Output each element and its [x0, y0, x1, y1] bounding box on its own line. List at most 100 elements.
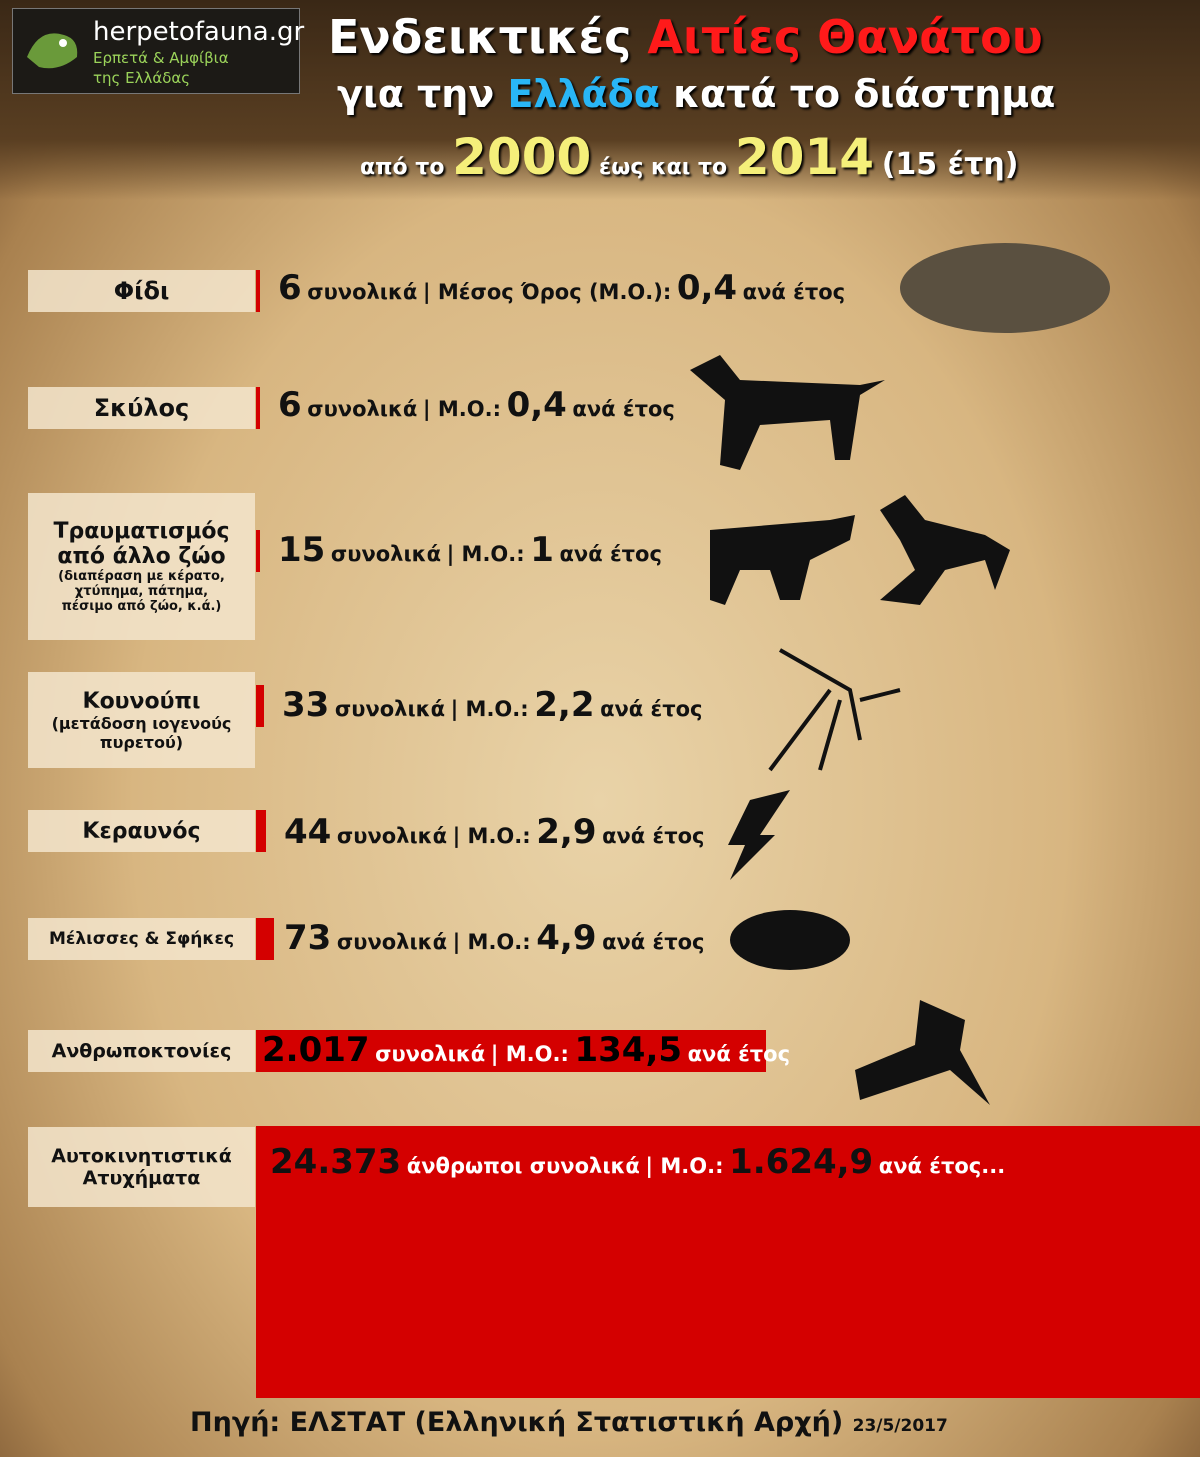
total-word: συνολικά	[330, 542, 441, 566]
row-label-box: Τραυματισμός από άλλο ζώο (διαπέραση με κ…	[28, 493, 255, 640]
logo-subtitle: Ερπετά & Αμφίβια	[93, 49, 229, 67]
red-bar	[256, 918, 274, 960]
mosquito-icon	[768, 648, 901, 772]
row-label: Ανθρωποκτονίες	[51, 1040, 232, 1062]
red-bar	[256, 685, 264, 727]
average: 134,5	[574, 1030, 683, 1070]
avg-label: | Μ.Ο.:	[490, 1042, 569, 1066]
row-text: 33 συνολικά | Μ.Ο.: 2,2 ανά έτος	[282, 685, 703, 725]
row-label: Σκύλος	[93, 394, 190, 422]
total: 15	[278, 530, 326, 570]
average: 1.624,9	[729, 1142, 874, 1182]
title-part: για την	[337, 72, 495, 116]
row-label: Αυτοκινητιστικά Ατυχήματα	[51, 1145, 232, 1189]
row-label: Τραυματισμός από άλλο ζώο	[53, 519, 230, 569]
total-word: συνολικά	[307, 280, 418, 304]
average: 2,2	[534, 685, 595, 725]
avg-unit: ανά έτος	[602, 930, 705, 954]
avg-label: | Μ.Ο.:	[645, 1154, 724, 1178]
row-sublabel: (διαπέραση με κέρατο, χτύπημα, πάτημα, π…	[58, 569, 225, 614]
avg-label: | Μ.Ο.:	[446, 542, 525, 566]
red-bar	[256, 270, 260, 312]
highlight-block	[256, 1126, 1200, 1398]
average: 4,9	[536, 918, 597, 958]
avg-label: | Μ.Ο.:	[422, 397, 502, 421]
title: Ενδεικτικές Αιτίες Θανάτου	[328, 10, 1043, 64]
avg-unit: ανά έτος	[559, 542, 662, 566]
total: 44	[284, 812, 332, 852]
avg-label: | Μ.Ο.:	[452, 930, 531, 954]
dog-icon	[690, 355, 885, 470]
average: 0,4	[676, 268, 738, 308]
footer: Πηγή: ΕΛΣΤΑΤ (Ελληνική Στατιστική Αρχή) …	[190, 1407, 948, 1438]
row-text: 73 συνολικά | Μ.Ο.: 4,9 ανά έτος	[284, 918, 705, 958]
row-label-box: Ανθρωποκτονίες	[28, 1030, 255, 1072]
row-label-box: Φίδι	[28, 270, 255, 312]
avg-label: | Μ.Ο.:	[452, 824, 531, 848]
row-text: 6 συνολικά | Μέσος Όρος (Μ.Ο.): 0,4 ανά …	[278, 268, 845, 308]
logo-subtitle: της Ελλάδας	[93, 69, 191, 87]
total: 33	[282, 685, 330, 725]
avg-unit: ανά έτος	[572, 397, 675, 421]
row-text: 15 συνολικά | Μ.Ο.: 1 ανά έτος	[278, 530, 662, 570]
source: Πηγή: ΕΛΣΤΑΤ (Ελληνική Στατιστική Αρχή)	[190, 1407, 844, 1438]
row-text: 2.017 συνολικά | Μ.Ο.: 134,5 ανά έτος	[262, 1030, 790, 1070]
title-part: Αιτίες Θανάτου	[647, 10, 1043, 64]
average: 0,4	[506, 385, 567, 425]
row-label-box: Κουνούπι (μετάδοση ιογενούς πυρετού)	[28, 672, 255, 768]
logo-title: herpetofauna.gr	[93, 17, 305, 47]
snake-icon	[900, 243, 1110, 333]
red-bar	[256, 387, 260, 429]
row-label: Μέλισσες & Σφήκες	[48, 929, 235, 949]
red-bar	[256, 1030, 766, 1072]
title-part: κατά το διάστημα	[673, 72, 1056, 116]
total: 24.373	[270, 1142, 402, 1182]
average: 1	[530, 530, 554, 570]
average: 2,9	[536, 812, 597, 852]
row-text: 44 συνολικά | Μ.Ο.: 2,9 ανά έτος	[284, 812, 705, 852]
total-word: συνολικά	[334, 697, 445, 721]
red-bar	[256, 530, 260, 572]
bee-icon	[730, 910, 850, 970]
row-label-box: Αυτοκινητιστικά Ατυχήματα	[28, 1127, 255, 1207]
total: 2.017	[262, 1030, 370, 1070]
cow-icon	[710, 515, 855, 605]
avg-label: | Μέσος Όρος (Μ.Ο.):	[422, 280, 672, 304]
avg-label: | Μ.Ο.:	[450, 697, 529, 721]
title-part: έως και το	[598, 155, 728, 180]
title-part: Ενδεικτικές	[328, 10, 632, 64]
avg-unit: ανά έτος	[602, 824, 705, 848]
title: για την Ελλάδα κατά το διάστημα	[337, 72, 1055, 116]
title-part: 2000	[452, 128, 592, 186]
avg-unit: ανά έτος...	[878, 1154, 1006, 1178]
total-word: συνολικά	[375, 1042, 486, 1066]
logo: herpetofauna.gr Ερπετά & Αμφίβια της Ελλ…	[12, 8, 304, 94]
avg-unit: ανά έτος	[687, 1042, 791, 1066]
title-part: Ελλάδα	[507, 72, 660, 116]
row-label-box: Σκύλος	[28, 387, 255, 429]
title-part: (15 έτη)	[881, 147, 1019, 182]
row-text: 6 συνολικά | Μ.Ο.: 0,4 ανά έτος	[278, 385, 675, 425]
horse-icon	[880, 495, 1010, 605]
avg-unit: ανά έτος	[600, 697, 703, 721]
total-word: συνολικά	[336, 824, 447, 848]
red-bar	[256, 810, 266, 852]
avg-unit: ανά έτος	[742, 280, 846, 304]
row-sublabel: (μετάδοση ιογενούς πυρετού)	[51, 713, 232, 752]
total: 6	[278, 385, 302, 425]
total-word: άνθρωποι συνολικά	[406, 1154, 640, 1178]
row-text: 24.373 άνθρωποι συνολικά | Μ.Ο.: 1.624,9…	[270, 1142, 1005, 1182]
date: 23/5/2017	[852, 1416, 948, 1436]
lightning-icon	[728, 790, 790, 880]
title: από το 2000 έως και το 2014 (15 έτη)	[360, 128, 1019, 186]
row-label-box: Κεραυνός	[28, 810, 255, 852]
total: 6	[278, 268, 302, 308]
row-label: Φίδι	[113, 277, 170, 305]
logo-icon	[27, 33, 78, 69]
row-label: Κεραυνός	[82, 818, 201, 844]
row-label-box: Μέλισσες & Σφήκες	[28, 918, 255, 960]
row-label: Κουνούπι	[82, 688, 201, 714]
total-word: συνολικά	[307, 397, 418, 421]
